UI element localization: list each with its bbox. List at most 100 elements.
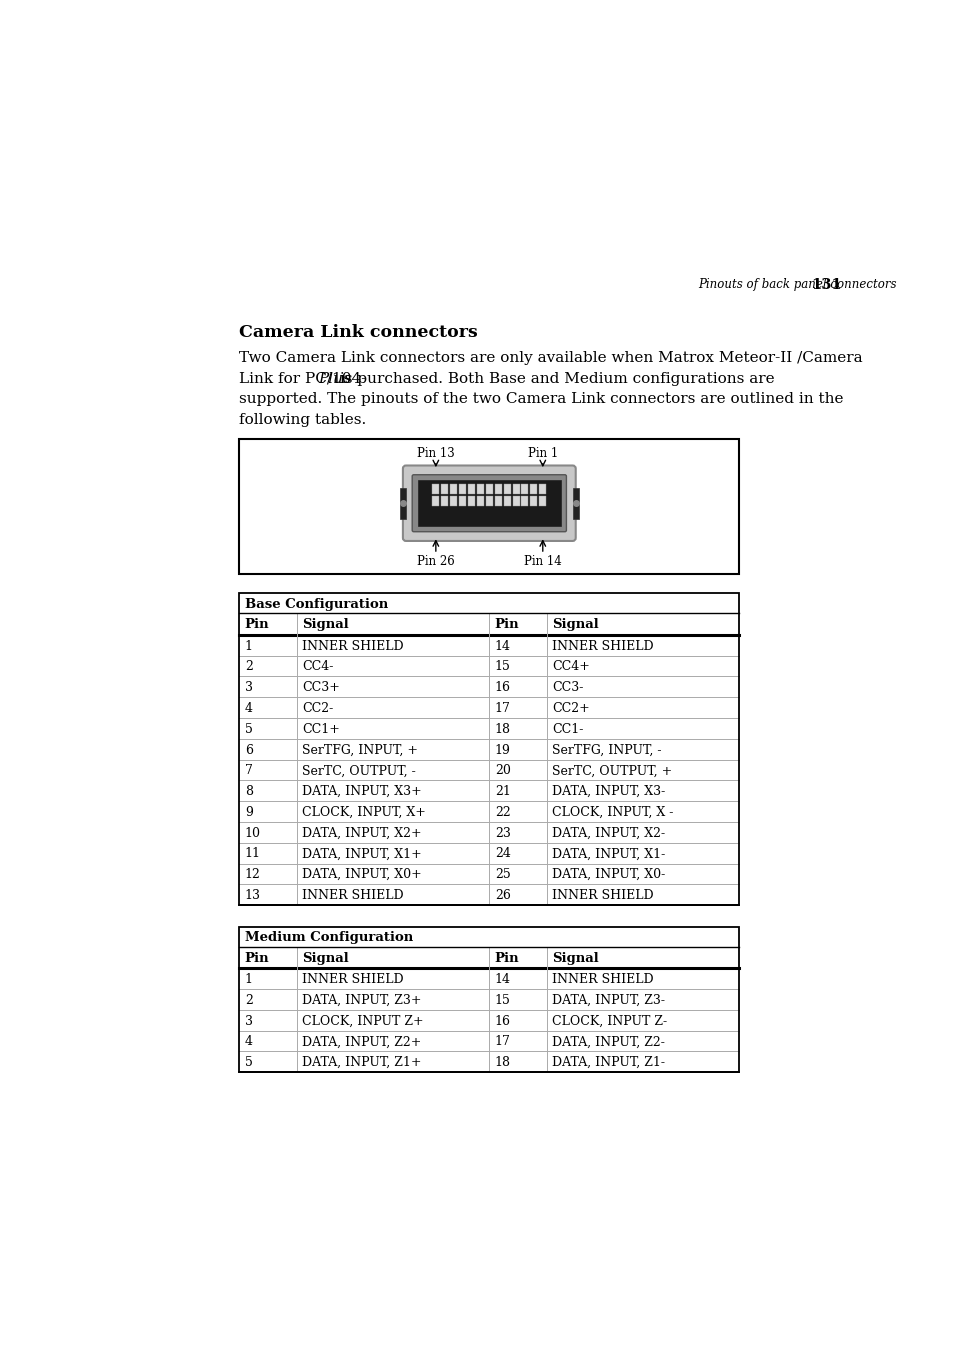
Bar [512,496,519,507]
Text: 12: 12 [245,869,260,881]
Text: 15: 15 [495,661,510,673]
Text: 4: 4 [245,703,253,715]
Bar [476,484,483,494]
Bar [521,484,528,494]
Bar [239,1011,739,1031]
Text: CC2-: CC2- [302,703,334,715]
Text: 2: 2 [245,994,253,1006]
Bar [512,484,519,494]
Text: Camera Link connectors: Camera Link connectors [239,324,477,340]
Text: 4: 4 [245,1035,253,1048]
Bar [239,885,739,905]
Text: DATA, INPUT, Z1+: DATA, INPUT, Z1+ [302,1056,421,1069]
Text: 9: 9 [245,807,253,819]
Text: SerTC, OUTPUT, +: SerTC, OUTPUT, + [552,765,672,777]
Bar [399,488,406,519]
Text: Signal: Signal [552,952,598,965]
Bar [538,484,546,494]
Text: 24: 24 [495,847,510,861]
Text: CC2+: CC2+ [552,703,589,715]
Text: 10: 10 [245,827,260,840]
Bar [239,593,739,613]
Bar [239,655,739,677]
Text: 22: 22 [495,807,510,819]
Text: Medium Configuration: Medium Configuration [245,931,413,944]
Bar [239,927,739,947]
Bar [503,484,510,494]
Text: 131: 131 [810,277,841,292]
FancyBboxPatch shape [412,474,566,532]
Text: CC1+: CC1+ [302,723,340,736]
Text: Pin: Pin [245,619,269,631]
Bar [239,739,739,759]
Text: 16: 16 [495,681,510,694]
Bar [432,496,439,507]
Bar [239,781,739,801]
Text: Pin 13: Pin 13 [416,447,455,461]
Bar [239,1031,739,1051]
Text: 16: 16 [495,1015,510,1028]
Bar [530,484,537,494]
Text: Pin 14: Pin 14 [523,555,561,567]
Bar [441,484,448,494]
Text: DATA, INPUT, X0+: DATA, INPUT, X0+ [302,869,421,881]
Text: 14: 14 [495,639,510,653]
Text: INNER SHIELD: INNER SHIELD [552,889,653,902]
Text: 3: 3 [245,681,253,694]
Text: CLOCK, INPUT, X+: CLOCK, INPUT, X+ [302,807,426,819]
Text: 19: 19 [495,743,510,757]
Bar [239,613,739,635]
Text: 8: 8 [245,785,253,798]
Bar [432,484,439,494]
Bar [239,989,739,1011]
Text: 5: 5 [245,723,253,736]
Bar [495,496,501,507]
Bar [521,496,528,507]
Bar [441,496,448,507]
Text: 18: 18 [495,723,510,736]
Text: CLOCK, INPUT Z-: CLOCK, INPUT Z- [552,1015,667,1028]
Bar [458,496,466,507]
Text: 26: 26 [495,889,510,902]
Text: DATA, INPUT, X1-: DATA, INPUT, X1- [552,847,665,861]
Bar [239,843,739,863]
Text: supported. The pinouts of the two Camera Link connectors are outlined in the: supported. The pinouts of the two Camera… [239,392,843,407]
Bar [239,439,739,574]
Bar [239,719,739,739]
Bar [417,480,560,527]
Text: DATA, INPUT, Z1-: DATA, INPUT, Z1- [552,1056,664,1069]
Text: Signal: Signal [302,619,349,631]
Text: 18: 18 [495,1056,510,1069]
Text: Pin: Pin [245,952,269,965]
Text: Two Camera Link connectors are only available when Matrox Meteor-II /Camera: Two Camera Link connectors are only avai… [239,351,862,365]
Text: CC1-: CC1- [552,723,583,736]
Text: Pin: Pin [495,619,518,631]
Text: CLOCK, INPUT Z+: CLOCK, INPUT Z+ [302,1015,423,1028]
Text: DATA, INPUT, X1+: DATA, INPUT, X1+ [302,847,421,861]
Text: is purchased. Both Base and Medium configurations are: is purchased. Both Base and Medium confi… [335,372,774,385]
Text: DATA, INPUT, X0-: DATA, INPUT, X0- [552,869,665,881]
Text: 20: 20 [495,765,510,777]
Text: DATA, INPUT, Z3+: DATA, INPUT, Z3+ [302,994,421,1006]
Bar [239,863,739,885]
Text: 15: 15 [495,994,510,1006]
Text: INNER SHIELD: INNER SHIELD [552,973,653,986]
Bar [239,635,739,655]
Bar [468,484,475,494]
Bar [239,759,739,781]
Text: DATA, INPUT, X2-: DATA, INPUT, X2- [552,827,664,840]
Text: Link for PC/104-: Link for PC/104- [239,372,366,385]
Bar [458,484,466,494]
Text: CC3+: CC3+ [302,681,340,694]
Text: DATA, INPUT, X3-: DATA, INPUT, X3- [552,785,665,798]
Bar [495,484,501,494]
Text: CC3-: CC3- [552,681,583,694]
Text: DATA, INPUT, X2+: DATA, INPUT, X2+ [302,827,421,840]
Bar [530,496,537,507]
Text: SerTFG, INPUT, -: SerTFG, INPUT, - [552,743,661,757]
Bar [485,484,493,494]
Bar [476,496,483,507]
Text: 5: 5 [245,1056,253,1069]
Text: DATA, INPUT, Z2+: DATA, INPUT, Z2+ [302,1035,421,1048]
Text: Signal: Signal [302,952,349,965]
